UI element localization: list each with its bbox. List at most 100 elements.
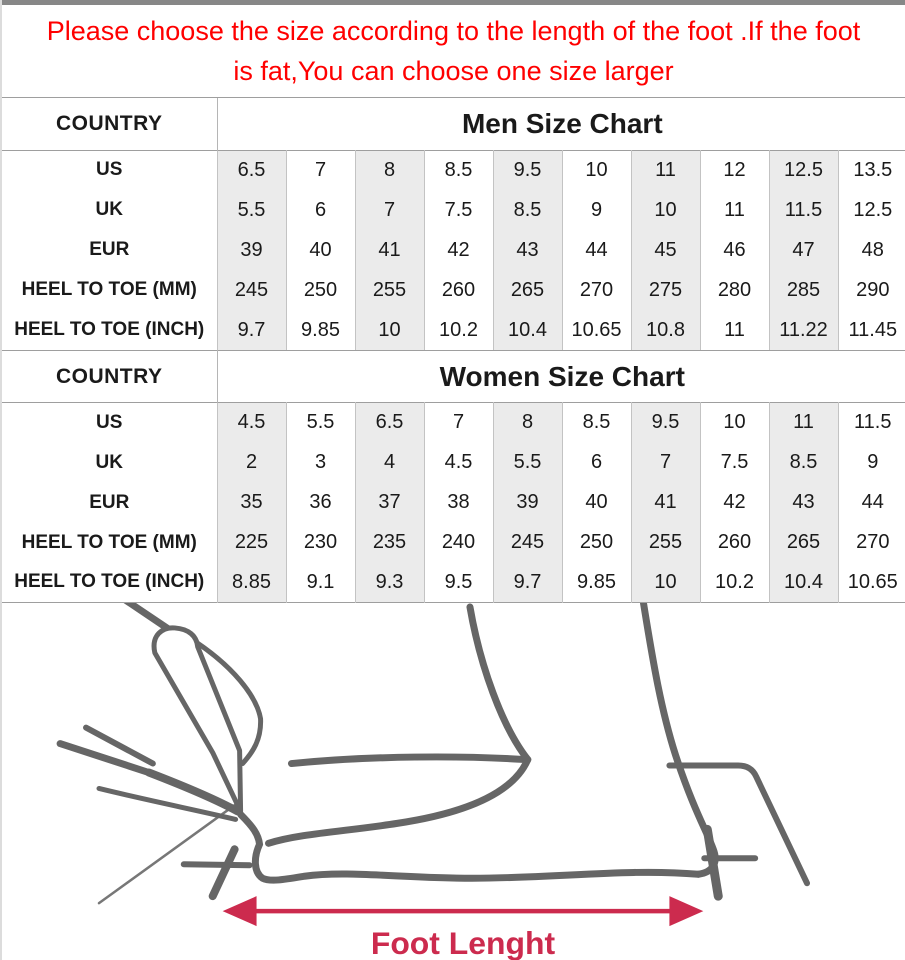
size-cell: 7 [285,150,355,190]
size-cell: 280 [699,270,769,310]
size-cell: 9.5 [630,402,700,443]
table-row: HEEL TO TOE (MM) 245 250 255 260 265 270 275 280… [2,270,905,310]
size-cell: 42 [423,230,493,270]
size-cell: 10 [699,402,769,443]
foot-length-label: Foot Lenght [371,925,556,960]
size-cell: 10 [561,150,631,190]
size-cell: 12.5 [768,150,838,190]
size-cell: 11.5 [768,190,838,230]
row-label: HEEL TO TOE (MM) [21,531,197,553]
row-label: HEEL TO TOE (MM) [21,279,197,300]
size-cell: 43 [768,482,838,523]
size-cell: 290 [837,270,905,310]
size-cell: 4.5 [423,442,493,483]
heel-wall-line [666,762,811,887]
size-cell: 245 [216,270,286,310]
size-cell: 43 [492,230,562,270]
women-header-row: COUNTRY Women Size Chart [2,350,905,403]
size-cell: 41 [354,230,424,270]
size-cell: 10.8 [630,310,700,350]
size-cell: 9.7 [492,562,562,603]
size-cell: 9 [561,190,631,230]
size-cell: 5.5 [492,442,562,483]
size-cell: 7 [354,190,424,230]
size-cell: 9 [837,442,905,483]
foot-measurement-diagram: Foot Lenght [2,603,905,960]
women-country-header: COUNTRY [55,364,163,388]
size-cell: 260 [423,270,493,310]
table-row: HEEL TO TOE (INCH) 8.85 9.1 9.3 9.5 9.7 9.85 10… [2,562,905,603]
table-row: UK 2 3 4 4.5 5.5 6 7 7.5 8.5 9 [2,442,905,483]
size-cell: 47 [768,230,838,270]
table-row: US 4.5 5.5 6.5 7 8 8.5 9.5 10 11 11.5 [2,402,905,443]
row-label: HEEL TO TOE (INCH) [14,319,205,340]
row-label: HEEL TO TOE (INCH) [14,571,205,593]
size-cell: 2 [216,442,286,483]
size-cell: 255 [630,522,700,563]
arrow-right-head [669,896,704,927]
pencil-icon [151,625,244,814]
size-cell: 36 [285,482,355,523]
size-cell: 275 [630,270,700,310]
size-cell: 8.5 [768,442,838,483]
pencil-blade-curve [172,626,264,767]
row-label: EUR [89,239,130,260]
size-cell: 270 [837,522,905,563]
size-cell: 11 [699,310,769,350]
size-cell: 225 [216,522,286,563]
men-table-title: Men Size Chart [216,98,905,150]
size-cell: 6.5 [354,402,424,443]
men-country-header: COUNTRY [55,111,163,135]
size-cell: 245 [492,522,562,563]
size-cell: 260 [699,522,769,563]
size-cell: 11 [768,402,838,443]
size-cell: 42 [699,482,769,523]
men-header-row: COUNTRY Men Size Chart [2,98,905,150]
row-label: EUR [89,491,130,513]
foot-length-arrow [222,896,704,927]
size-cell: 41 [630,482,700,523]
size-cell: 10.2 [699,562,769,603]
size-cell: 8.5 [423,150,493,190]
size-cell: 12 [699,150,769,190]
table-row: US 6.5 7 8 8.5 9.5 10 11 12 12.5 13.5 [2,150,905,190]
size-cell: 39 [216,230,286,270]
size-cell: 45 [630,230,700,270]
size-warning-banner: Please choose the size according to the … [2,5,905,98]
size-cell: 230 [285,522,355,563]
size-cell: 4.5 [216,402,286,443]
size-cell: 7 [423,402,493,443]
foot-outline-drawing [237,603,719,884]
size-cell: 48 [837,230,905,270]
size-cell: 250 [561,522,631,563]
size-cell: 255 [354,270,424,310]
table-row: UK 5.5 6 7 7.5 8.5 9 10 11 11.5 12.5 [2,190,905,230]
size-cell: 235 [354,522,424,563]
men-size-table: COUNTRY Men Size Chart US 6.5 7 8 8.5 9.5 10 11… [2,98,905,350]
warning-line-1: Please choose the size according to the … [46,16,861,46]
size-cell: 7.5 [423,190,493,230]
size-cell: 8.5 [561,402,631,443]
size-cell: 6 [285,190,355,230]
size-cell: 250 [285,270,355,310]
size-cell: 9.3 [354,562,424,603]
size-cell: 11 [630,150,700,190]
size-cell: 9.7 [216,310,286,350]
size-cell: 9.85 [285,310,355,350]
row-label: US [96,159,123,181]
size-cell: 40 [285,230,355,270]
size-cell: 37 [354,482,424,523]
size-cell: 40 [561,482,631,523]
row-label: UK [95,199,123,220]
size-cell: 13.5 [837,150,905,190]
size-cell: 38 [423,482,493,523]
arrow-left-head [222,896,257,927]
size-cell: 8 [354,150,424,190]
size-cell: 10.4 [492,310,562,350]
size-cell: 44 [837,482,905,523]
table-row: EUR 35 36 37 38 39 40 41 42 43 44 [2,482,905,523]
heel-tick-marks [701,824,759,901]
size-cell: 10.65 [837,562,905,603]
row-label: UK [95,451,123,473]
size-cell: 10 [630,562,700,603]
